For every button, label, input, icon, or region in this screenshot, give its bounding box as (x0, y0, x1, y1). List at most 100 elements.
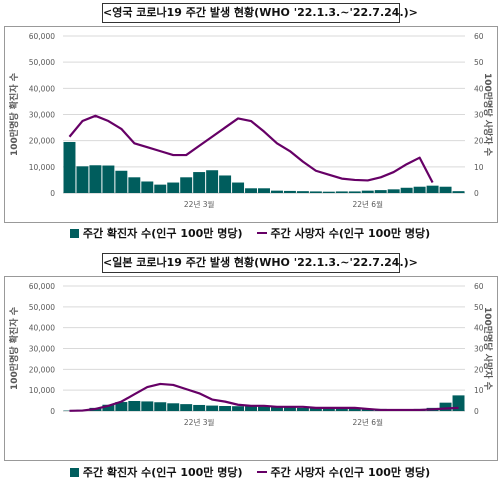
bar (270, 190, 283, 193)
bar (232, 182, 245, 193)
y2-tick-label: 0 (474, 407, 479, 416)
y-axis-title: 100만명당 확진자 수 (8, 73, 20, 156)
y2-tick-label: 20 (474, 365, 484, 374)
bar (387, 189, 400, 193)
legend-bar-label: 주간 확진자 수(인구 100만 명당) (82, 227, 243, 240)
y-tick-label: 10,000 (29, 386, 55, 395)
y-tick-label: 0 (50, 189, 55, 198)
bar (245, 188, 258, 193)
japan-legend: 주간 확진자 수(인구 100만 명당) 주간 사망자 수(인구 100만 명당… (4, 462, 496, 482)
bar (206, 170, 219, 193)
y-tick-label: 60,000 (29, 32, 55, 41)
uk-chart-container: 0 0 10,000 10 20,000 20 30,000 30 40,000 40 50,000… (4, 26, 498, 223)
bar (439, 186, 452, 193)
bar (413, 186, 426, 193)
bar (348, 191, 361, 193)
bar (296, 407, 309, 411)
y2-axis-title: 100만명당 사망자 수 (482, 307, 494, 390)
y2-tick-label: 20 (474, 137, 484, 146)
bar (102, 404, 115, 411)
bar (296, 191, 309, 193)
bar (361, 190, 374, 193)
bar (141, 181, 154, 193)
uk-chart: 0 0 10,000 10 20,000 20 30,000 30 40,000 40 50,000… (8, 32, 494, 209)
y-axis-title: 100만명당 확진자 수 (8, 307, 20, 390)
legend-bar-swatch (69, 467, 79, 477)
bar (193, 172, 206, 193)
japan-chart-title: <일본 코로나19 주간 발생 현황(WHO '22.1.3.~'22.7.24… (102, 253, 418, 273)
bar (128, 401, 141, 411)
x-tick-label: 22년 6월 (352, 199, 383, 209)
y-tick-label: 20,000 (29, 365, 55, 374)
bar (322, 191, 335, 193)
uk-legend: 주간 확진자 수(인구 100만 명당) 주간 사망자 수(인구 100만 명당… (4, 223, 496, 243)
legend-bar-label: 주간 확진자 수(인구 100만 명당) (82, 466, 243, 479)
bar (400, 187, 413, 193)
bar (245, 406, 258, 411)
bar (426, 185, 439, 193)
bar (309, 191, 322, 193)
x-tick-label: 22년 3월 (184, 199, 215, 209)
y-tick-label: 40,000 (29, 84, 55, 93)
y2-tick-label: 50 (474, 303, 484, 312)
death-rate-line (69, 382, 459, 412)
bar (439, 402, 452, 411)
japan-chart-container: 0 0 10,000 10 20,000 20 30,000 30 40,000 40 50,000… (4, 276, 498, 461)
y2-axis-title: 100만명당 사망자 수 (482, 73, 494, 156)
y2-tick-label: 10 (474, 386, 484, 395)
legend-bar-swatch (69, 228, 79, 238)
y-tick-label: 60,000 (29, 282, 55, 291)
x-tick-label: 22년 3월 (184, 417, 215, 427)
y2-tick-label: 10 (474, 163, 484, 172)
death-rate-line (68, 114, 434, 184)
bar (167, 403, 180, 411)
bar (76, 166, 89, 193)
y2-tick-label: 40 (474, 324, 484, 333)
bar (141, 401, 154, 411)
bar (283, 190, 296, 193)
bar (258, 188, 270, 193)
bar (232, 406, 245, 411)
japan-chart: 0 0 10,000 10 20,000 20 30,000 30 40,000 40 50,000… (8, 282, 494, 427)
bar (335, 191, 348, 193)
bar (258, 406, 270, 411)
bar (335, 408, 348, 411)
legend-line-swatch (256, 232, 267, 234)
y2-tick-label: 40 (474, 84, 484, 93)
bar (115, 170, 128, 193)
bar (167, 182, 180, 193)
bar (89, 165, 102, 193)
y-tick-label: 40,000 (29, 324, 55, 333)
bar (270, 407, 283, 411)
y-tick-label: 0 (50, 407, 55, 416)
y2-tick-label: 0 (474, 189, 479, 198)
y-tick-label: 10,000 (29, 163, 55, 172)
y2-tick-label: 30 (474, 111, 484, 120)
bar (206, 405, 219, 411)
y-tick-label: 20,000 (29, 137, 55, 146)
bar (154, 402, 167, 411)
y-tick-label: 30,000 (29, 111, 55, 120)
y2-tick-label: 60 (474, 32, 484, 41)
bar (374, 190, 387, 193)
y2-tick-label: 60 (474, 282, 484, 291)
bar (193, 404, 206, 411)
bar (154, 184, 167, 193)
uk-chart-title: <영국 코로나19 주간 발생 현황(WHO '22.1.3.~'22.7.24… (102, 3, 418, 23)
y2-tick-label: 30 (474, 345, 484, 354)
bar (102, 165, 115, 193)
bar (309, 408, 322, 411)
y-tick-label: 50,000 (29, 58, 55, 67)
legend-line-swatch (256, 471, 267, 473)
bar (283, 407, 296, 411)
bar (348, 408, 361, 411)
y2-tick-label: 50 (474, 58, 484, 67)
legend-line-label: 주간 사망자 수(인구 100만 명당) (270, 466, 431, 479)
bar (452, 191, 465, 193)
bar (219, 406, 232, 411)
y-tick-label: 30,000 (29, 345, 55, 354)
bar (180, 404, 193, 411)
bar (63, 141, 76, 193)
bar (452, 395, 465, 411)
y-tick-label: 50,000 (29, 303, 55, 312)
